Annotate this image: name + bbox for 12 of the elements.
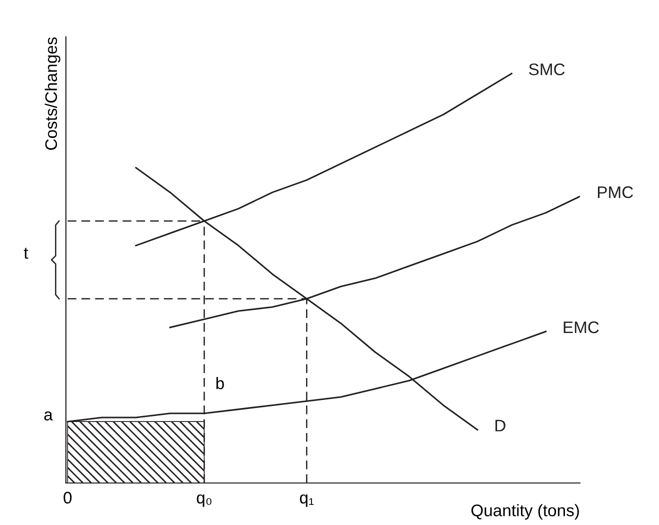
text: a: [44, 411, 53, 421]
x-tick-label: 0: [64, 492, 72, 504]
annotation: b: [216, 376, 224, 390]
series-label: SMC: [529, 63, 565, 76]
y-axis-title: Costs/Changes: [44, 37, 60, 150]
x-tick-label: q₁: [300, 494, 314, 507]
text: t: [24, 248, 28, 259]
series-label: PMC: [598, 186, 633, 198]
series-label: D: [495, 420, 506, 432]
x-tick-label: q₀: [196, 494, 212, 507]
x-axis-title: Quantity (tons): [471, 504, 579, 520]
series-label: EMC: [564, 321, 599, 334]
